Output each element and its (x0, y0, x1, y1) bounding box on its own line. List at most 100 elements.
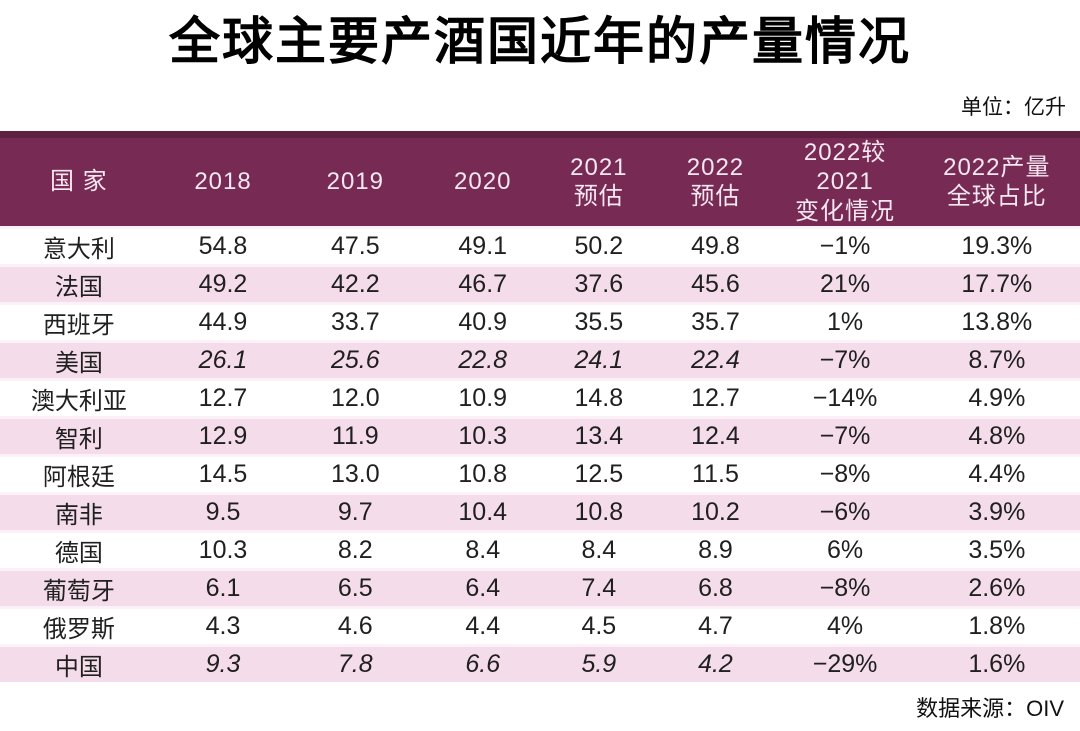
country-cell: 美国 (54, 349, 103, 377)
value-cell: 1% (826, 307, 864, 336)
table-row: 中国 9.3 7.8 6.6 5.9 4.2 −29% 1.6% (0, 645, 1080, 683)
source-note: 数据来源：OIV (916, 696, 1064, 722)
country-cell: 葡萄牙 (42, 577, 115, 605)
value-cell: 4.9% (968, 383, 1026, 412)
value-cell: 8.9 (698, 535, 733, 564)
value-cell: 44.9 (198, 307, 248, 336)
column-header-change: 2022较2021 变化情况 (795, 139, 896, 225)
value-cell: 1.6% (968, 650, 1026, 679)
table-row: 葡萄牙 6.1 6.5 6.4 7.4 6.8 −8% 2.6% (0, 569, 1080, 608)
value-cell: 9.3 (205, 650, 241, 679)
country-cell: 法国 (54, 273, 103, 301)
value-cell: −7% (819, 421, 871, 450)
table-body: 意大利 54.8 47.5 49.1 50.2 49.8 −1% 19.3% 法国 49.2 42.… (0, 227, 1080, 683)
value-cell: 4% (826, 611, 864, 640)
value-cell: 50.2 (574, 231, 624, 260)
column-header-y2021: 2021 预估 (570, 153, 628, 211)
value-cell: 33.7 (330, 307, 380, 336)
table-row: 意大利 54.8 47.5 49.1 50.2 49.8 −1% 19.3% (0, 227, 1080, 266)
value-cell: 8.2 (337, 535, 373, 564)
value-cell: −8% (819, 573, 871, 602)
table-row: 智利 12.9 11.9 10.3 13.4 12.4 −7% 4.8% (0, 417, 1080, 456)
value-cell: −14% (812, 383, 878, 412)
value-cell: 45.6 (691, 269, 740, 298)
value-cell: 14.5 (198, 459, 248, 488)
value-cell: 10.3 (458, 421, 508, 450)
value-cell: 40.9 (458, 307, 508, 336)
value-cell: 54.8 (198, 231, 248, 260)
value-cell: 9.7 (337, 497, 373, 526)
country-cell: 俄罗斯 (42, 615, 115, 643)
value-cell: 26.1 (198, 345, 248, 374)
value-cell: 8.4 (581, 535, 617, 564)
value-cell: 10.8 (574, 497, 624, 526)
value-cell: 5.9 (581, 650, 617, 679)
value-cell: 4.2 (698, 650, 733, 679)
table-header: 国 家 2018 2019 2020 2021 预估 2022 预估 2022较2021 变化情况… (0, 134, 1080, 228)
value-cell: 22.8 (458, 345, 508, 374)
value-cell: 8.7% (968, 345, 1026, 374)
production-table: 国 家 2018 2019 2020 2021 预估 2022 预估 2022较2021 变化情况… (0, 131, 1080, 683)
table-row: 美国 26.1 25.6 22.8 24.1 22.4 −7% 8.7% (0, 341, 1080, 380)
table-row: 南非 9.5 9.7 10.4 10.8 10.2 −6% 3.9% (0, 493, 1080, 532)
table-row: 德国 10.3 8.2 8.4 8.4 8.9 6% 3.5% (0, 531, 1080, 570)
value-cell: 35.5 (574, 307, 624, 336)
value-cell: 4.4 (465, 611, 501, 640)
value-cell: 7.8 (337, 650, 373, 679)
value-cell: 4.7 (698, 611, 733, 640)
value-cell: 21% (820, 269, 871, 298)
value-cell: −8% (819, 459, 871, 488)
value-cell: 12.5 (574, 459, 624, 488)
value-cell: 22.4 (691, 345, 740, 374)
value-cell: 4.8% (968, 421, 1026, 450)
value-cell: 12.4 (691, 421, 740, 450)
value-cell: 12.9 (198, 421, 248, 450)
country-cell: 西班牙 (42, 311, 115, 339)
value-cell: 3.9% (968, 497, 1026, 526)
country-cell: 澳大利亚 (30, 387, 127, 415)
unit-note: 单位：亿升 (961, 96, 1066, 120)
table-row: 澳大利亚 12.7 12.0 10.9 14.8 12.7 −14% 4.9% (0, 379, 1080, 418)
value-cell: 6.1 (205, 573, 241, 602)
value-cell: 47.5 (330, 231, 380, 260)
value-cell: 37.6 (574, 269, 624, 298)
page-title: 全球主要产酒国近年的产量情况 (168, 13, 911, 70)
value-cell: 9.5 (205, 497, 241, 526)
value-cell: 10.8 (458, 459, 508, 488)
table-row: 阿根廷 14.5 13.0 10.8 12.5 11.5 −8% 4.4% (0, 455, 1080, 494)
value-cell: 13.8% (961, 307, 1033, 336)
value-cell: 46.7 (458, 269, 508, 298)
value-cell: 42.2 (330, 269, 380, 298)
value-cell: 12.7 (198, 383, 248, 412)
value-cell: 4.5 (581, 611, 617, 640)
value-cell: 13.4 (574, 421, 624, 450)
value-cell: 11.5 (692, 459, 739, 488)
value-cell: 17.7% (961, 269, 1033, 298)
value-cell: 6.4 (465, 573, 501, 602)
country-cell: 南非 (54, 501, 103, 529)
value-cell: 14.8 (574, 383, 624, 412)
value-cell: 49.1 (458, 231, 508, 260)
value-cell: 11.9 (331, 421, 379, 450)
value-cell: 10.2 (691, 497, 740, 526)
country-cell: 智利 (54, 425, 103, 453)
value-cell: −1% (819, 231, 871, 260)
table-row: 西班牙 44.9 33.7 40.9 35.5 35.7 1% 13.8% (0, 303, 1080, 342)
value-cell: 10.3 (198, 535, 248, 564)
value-cell: −6% (819, 497, 871, 526)
value-cell: 7.4 (581, 573, 617, 602)
column-header-share: 2022产量 全球占比 (943, 153, 1051, 211)
value-cell: 2.6% (968, 573, 1026, 602)
column-header-country: 国 家 (50, 168, 108, 196)
value-cell: 3.5% (968, 535, 1026, 564)
value-cell: 24.1 (574, 345, 624, 374)
value-cell: 49.2 (198, 269, 248, 298)
value-cell: 13.0 (330, 459, 380, 488)
value-cell: 4.6 (337, 611, 373, 640)
value-cell: 6.6 (465, 650, 501, 679)
value-cell: 6.5 (337, 573, 373, 602)
value-cell: 10.4 (458, 497, 508, 526)
value-cell: 4.3 (205, 611, 241, 640)
table-row: 法国 49.2 42.2 46.7 37.6 45.6 21% 17.7% (0, 265, 1080, 304)
